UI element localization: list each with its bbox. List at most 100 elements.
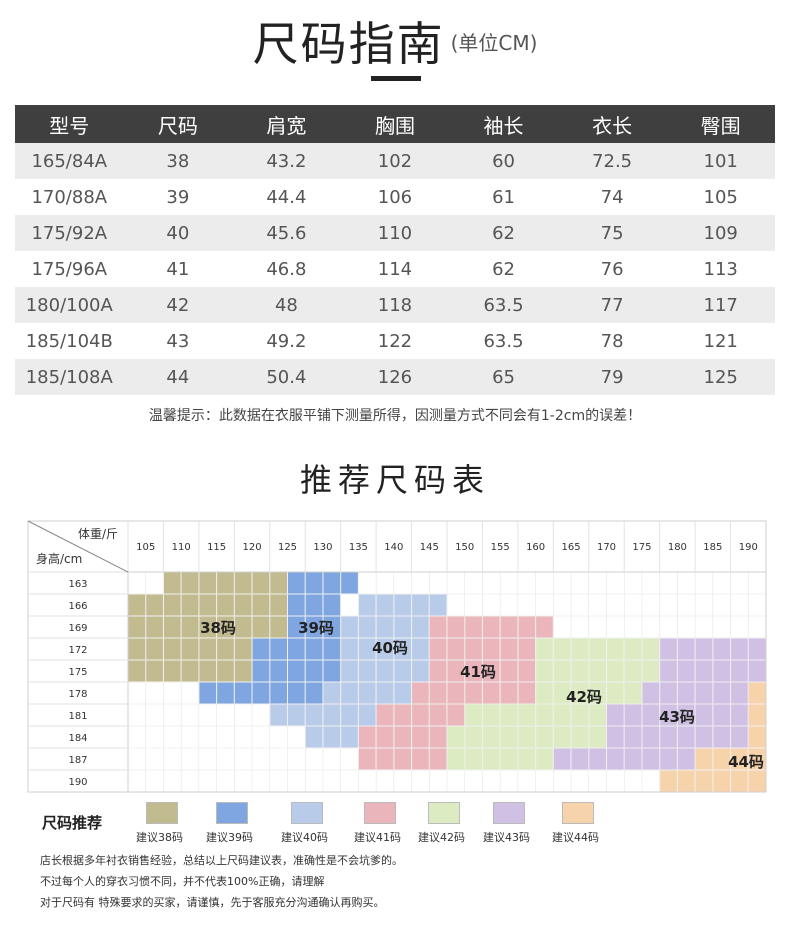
legend-swatch-38 [146, 802, 178, 824]
legend-swatch-39 [216, 802, 248, 824]
weight-tick: 165 [562, 542, 581, 553]
size-table-row: 175/92A 40 45.6 110 62 75 109 [15, 215, 775, 251]
legend-swatch-44 [562, 802, 594, 824]
cell-shoulder: 45.6 [232, 215, 341, 251]
title-underline [371, 76, 421, 81]
height-tick: 190 [68, 777, 87, 788]
cell-hip: 113 [666, 251, 775, 287]
legend-label-39: 建议39码 [206, 831, 253, 844]
cell-length: 72.5 [557, 143, 667, 179]
cell-sleeve: 61 [449, 179, 558, 215]
height-tick: 166 [68, 601, 87, 612]
legend-label-42: 建议42码 [418, 831, 465, 844]
weight-tick: 140 [384, 542, 403, 553]
weight-tick: 105 [136, 542, 155, 553]
cell-shoulder: 44.4 [232, 179, 341, 215]
size-zone-40 [358, 594, 447, 616]
cell-sleeve: 62 [449, 215, 558, 251]
weight-tick: 160 [526, 542, 545, 553]
cell-model: 175/92A [15, 215, 124, 251]
size-table-row: 165/84A 38 43.2 102 60 72.5 101 [15, 143, 775, 179]
weight-tick: 170 [597, 542, 616, 553]
cell-hip: 101 [666, 143, 775, 179]
header-hip: 臀围 [666, 105, 775, 143]
title-text: 尺码指南 [252, 17, 445, 71]
cell-model: 165/84A [15, 143, 124, 179]
legend-label-44: 建议44码 [552, 831, 599, 844]
size-table-row: 185/108A 44 50.4 126 65 79 125 [15, 359, 775, 395]
height-tick: 172 [68, 645, 87, 656]
weight-tick: 130 [313, 542, 332, 553]
cell-hip: 125 [666, 359, 775, 395]
zone-label: 40码 [372, 639, 408, 657]
zone-label: 42码 [566, 688, 602, 706]
header-sleeve: 袖长 [449, 105, 558, 143]
cell-shoulder: 49.2 [232, 323, 341, 359]
size-zone-41 [358, 748, 447, 770]
title-unit: (单位CM) [450, 30, 538, 55]
size-table-row: 180/100A 42 48 118 63.5 77 117 [15, 287, 775, 323]
cell-size: 41 [123, 251, 233, 287]
cell-shoulder: 48 [232, 287, 341, 323]
cell-model: 185/104B [15, 323, 124, 359]
size-zone-41 [411, 682, 536, 704]
cell-sleeve: 63.5 [449, 287, 558, 323]
cell-length: 75 [557, 215, 667, 251]
cell-sleeve: 60 [449, 143, 558, 179]
size-zone-40 [305, 726, 359, 748]
cell-hip: 117 [666, 287, 775, 323]
cell-chest: 118 [340, 287, 450, 323]
weight-tick: 180 [668, 542, 687, 553]
cell-chest: 110 [340, 215, 450, 251]
header-model: 型号 [15, 105, 124, 143]
weight-tick: 175 [632, 542, 651, 553]
size-zone-44 [748, 682, 766, 748]
weight-tick: 110 [172, 542, 191, 553]
weight-tick: 185 [703, 542, 722, 553]
weight-tick: 145 [420, 542, 439, 553]
legend-swatch-40 [291, 802, 323, 824]
legend-label-40: 建议40码 [281, 831, 328, 844]
recommend-title: 推荐尺码表 [299, 461, 490, 499]
cell-length: 78 [557, 323, 667, 359]
zone-label: 39码 [298, 619, 334, 637]
cell-size: 38 [123, 143, 233, 179]
zone-label: 41码 [460, 663, 496, 681]
height-tick: 169 [68, 623, 87, 634]
legend-label-43: 建议43码 [483, 831, 530, 844]
height-tick: 187 [68, 755, 87, 766]
measurement-tip: 温馨提示：此数据在衣服平铺下测量所得，因测量方式不同会有1-2cm的误差！ [148, 408, 642, 424]
height-tick: 175 [68, 667, 87, 678]
cell-model: 175/96A [15, 251, 124, 287]
weight-tick: 190 [739, 542, 758, 553]
weight-tick: 120 [243, 542, 262, 553]
zone-label: 44码 [728, 753, 764, 771]
legend-title: 尺码推荐 [42, 814, 103, 832]
size-table-header-row: 型号 尺码 肩宽 胸围 袖长 衣长 臀围 [15, 105, 775, 143]
corner-diagonal [27, 520, 129, 573]
cell-size: 42 [123, 287, 233, 323]
weight-tick: 135 [349, 542, 368, 553]
corner-height-label: 身高/cm [36, 551, 82, 566]
cell-shoulder: 43.2 [232, 143, 341, 179]
cell-model: 185/108A [15, 359, 124, 395]
size-zone-40 [322, 682, 412, 704]
corner-weight-label: 体重/斤 [78, 527, 118, 541]
size-chart-table: 型号 尺码 肩宽 胸围 袖长 衣长 臀围 165/84A 38 43.2 102 60 7… [15, 105, 775, 395]
cell-sleeve: 63.5 [449, 323, 558, 359]
cell-size: 40 [123, 215, 233, 251]
size-table-row: 185/104B 43 49.2 122 63.5 78 121 [15, 323, 775, 359]
size-zone-39 [198, 682, 323, 704]
legend-swatch-42 [428, 802, 460, 824]
weight-tick: 125 [278, 542, 297, 553]
size-table-row: 170/88A 39 44.4 106 61 74 105 [15, 179, 775, 215]
grid-frame [27, 520, 767, 793]
cell-chest: 122 [340, 323, 450, 359]
height-tick: 181 [68, 711, 87, 722]
cell-hip: 121 [666, 323, 775, 359]
size-table-row: 175/96A 41 46.8 114 62 76 113 [15, 251, 775, 287]
weight-tick: 150 [455, 542, 474, 553]
cell-length: 77 [557, 287, 667, 323]
legend-swatch-41 [364, 802, 396, 824]
size-zone-41 [429, 616, 554, 638]
